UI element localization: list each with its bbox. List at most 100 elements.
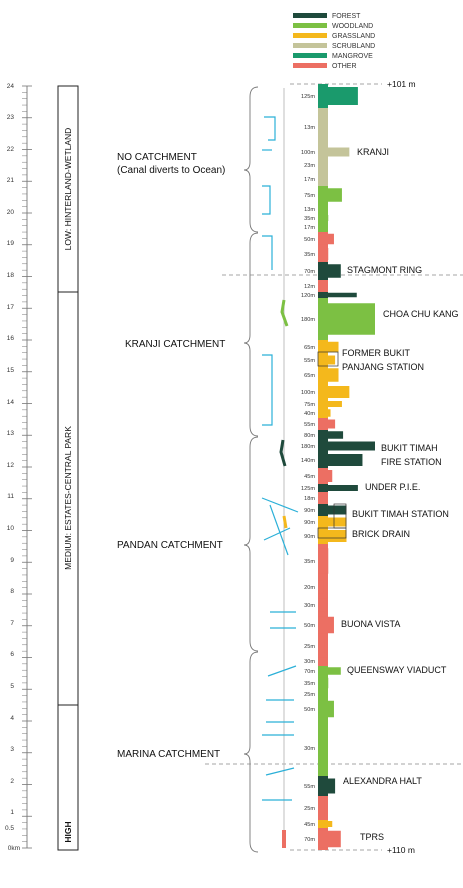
segment-width-bar-scrubland [318, 147, 350, 157]
segment-width-label: 13m [304, 125, 315, 131]
scale-tick-label: 0.5 [5, 825, 14, 832]
segment-width-bar-woodland [318, 667, 341, 675]
segment-width-bar-other [318, 580, 324, 594]
scale-tick-label: 15 [7, 367, 15, 374]
segment-width-bar-woodland [318, 215, 329, 221]
scale-tick-label: 16 [7, 335, 15, 342]
segment-width-bar-grassland [318, 821, 333, 827]
segment-width-label: 25m [304, 806, 315, 812]
segment-width-bar-other [318, 470, 333, 482]
elevation-labels: +101 m +110 m [387, 79, 416, 855]
segment-width-bar-grassland [318, 355, 336, 365]
legend-swatch-scrubland [293, 43, 327, 48]
segment-width-bar-woodland [318, 727, 327, 769]
catchment-labels: NO CATCHMENT (Canal diverts to Ocean) KR… [117, 152, 225, 760]
segment-width-label: 45m [304, 474, 315, 480]
legend-item-other: OTHER [293, 63, 357, 70]
place-label-bukit-timah-fire-1: BUKIT TIMAH [381, 443, 438, 453]
legend-swatch-mangrove [293, 53, 327, 58]
segment-width-label: 25m [304, 692, 315, 698]
drain-mark [263, 527, 291, 541]
place-label-queensway-viaduct: QUEENSWAY VIADUCT [347, 665, 447, 675]
trace-segment-other [282, 830, 286, 848]
legend-label-forest: FOREST [332, 13, 361, 20]
segment-width-label: 70m [304, 837, 315, 843]
segment-width-bar-other [318, 419, 336, 429]
catchment-label-kranji: KRANJI CATCHMENT [125, 339, 225, 350]
scale-tick-label: 12 [7, 462, 15, 469]
scale-tick-label: 1 [10, 809, 14, 816]
place-label-former-bukit-panjang-1: FORMER BUKIT [342, 348, 411, 358]
segment-width-bar-grassland [318, 341, 339, 353]
legend-item-scrubland: SCRUBLAND [293, 43, 375, 50]
corridor-trace [279, 88, 289, 848]
elevation-bottom-label: +110 m [387, 845, 415, 855]
segment-width-label: 125m [301, 94, 315, 100]
catchment-label-pandan: PANDAN CATCHMENT [117, 540, 223, 551]
scale-tick-label: 23 [7, 114, 15, 121]
segment-width-bar-grassland [318, 368, 339, 382]
segment-width-bar-other [318, 799, 325, 817]
legend-label-woodland: WOODLAND [332, 23, 373, 30]
place-labels: KRANJI STAGMONT RING CHOA CHU KANG FORME… [341, 147, 459, 842]
segment-width-label: 35m [304, 559, 315, 565]
scale-tick-label: 8 [10, 588, 14, 595]
scale-tick-label: 14 [7, 399, 15, 406]
segment-width-bar-forest [318, 505, 347, 515]
scale-tick-label: 13 [7, 430, 15, 437]
segment-width-bar-other [318, 281, 321, 291]
segment-width-label: 180m [301, 317, 315, 323]
segment-width-label: 35m [304, 252, 315, 258]
segment-width-label: 80m [304, 433, 315, 439]
legend-item-grassland: GRASSLAND [293, 33, 375, 40]
segment-width-label: 55m [304, 784, 315, 790]
trace-segment-grassland [282, 515, 288, 529]
segment-width-label: 30m [304, 746, 315, 752]
segment-width-bar-mangrove [318, 87, 358, 105]
segment-width-bar-woodland [318, 223, 322, 231]
segment-width-bar-woodland [318, 303, 375, 335]
segment-width-bar-forest [318, 454, 363, 466]
legend-swatch-grassland [293, 33, 327, 38]
catchment-label-no-catchment: NO CATCHMENT [117, 152, 197, 163]
place-label-bukit-timah-fire-2: FIRE STATION [381, 457, 442, 467]
scale-tick-label: 4 [10, 715, 14, 722]
zone-label-low: LOW: HINTERLAND-WETLAND [63, 128, 73, 251]
segment-width-label: 55m [304, 422, 315, 428]
station-outline-box [317, 351, 339, 367]
segment-width-bar-other [318, 616, 334, 634]
segment-width-label: 12m [304, 284, 315, 290]
place-label-tprs: TPRS [360, 832, 384, 842]
segment-width-label: 100m [301, 150, 315, 156]
scale-tick-label: 22 [7, 146, 15, 153]
segment-width-bar-grassland [318, 409, 331, 417]
segment-width-bar-scrubland [318, 173, 322, 185]
drain-mark [264, 116, 276, 141]
segment-width-label: 50m [304, 237, 315, 243]
segment-width-bar-forest [318, 292, 357, 298]
segment-width-label: 13m [304, 207, 315, 213]
scale-tick-label: 17 [7, 304, 15, 311]
scale-tick-label: 10 [7, 525, 15, 532]
legend-label-grassland: GRASSLAND [332, 33, 375, 40]
segment-width-bar-forest [318, 264, 341, 278]
drain-mark [267, 665, 297, 677]
drain-mark [269, 504, 289, 556]
drain-mark [265, 767, 295, 776]
place-label-choa-chu-kang: CHOA CHU KANG [383, 309, 459, 319]
scale-tick-label: 9 [10, 557, 14, 564]
catchment-sublabel-no-catchment: (Canal diverts to Ocean) [117, 165, 225, 176]
zone-label-medium: MEDIUM: ESTATES-CENTRAL PARK [63, 426, 73, 570]
legend-label-mangrove: MANGROVE [332, 53, 373, 60]
segment-width-label: 70m [304, 669, 315, 675]
brace-no-catchment [243, 86, 259, 233]
drain-mark [262, 185, 271, 215]
segment-width-label: 40m [304, 411, 315, 417]
legend: FOREST WOODLAND GRASSLAND SCRUBLAND MANG… [293, 13, 375, 70]
segment-spine-scrubland [318, 172, 328, 186]
zone-bar [57, 85, 79, 851]
scale-tick-label: 2 [10, 778, 14, 785]
segment-width-bar-woodland [318, 700, 334, 718]
